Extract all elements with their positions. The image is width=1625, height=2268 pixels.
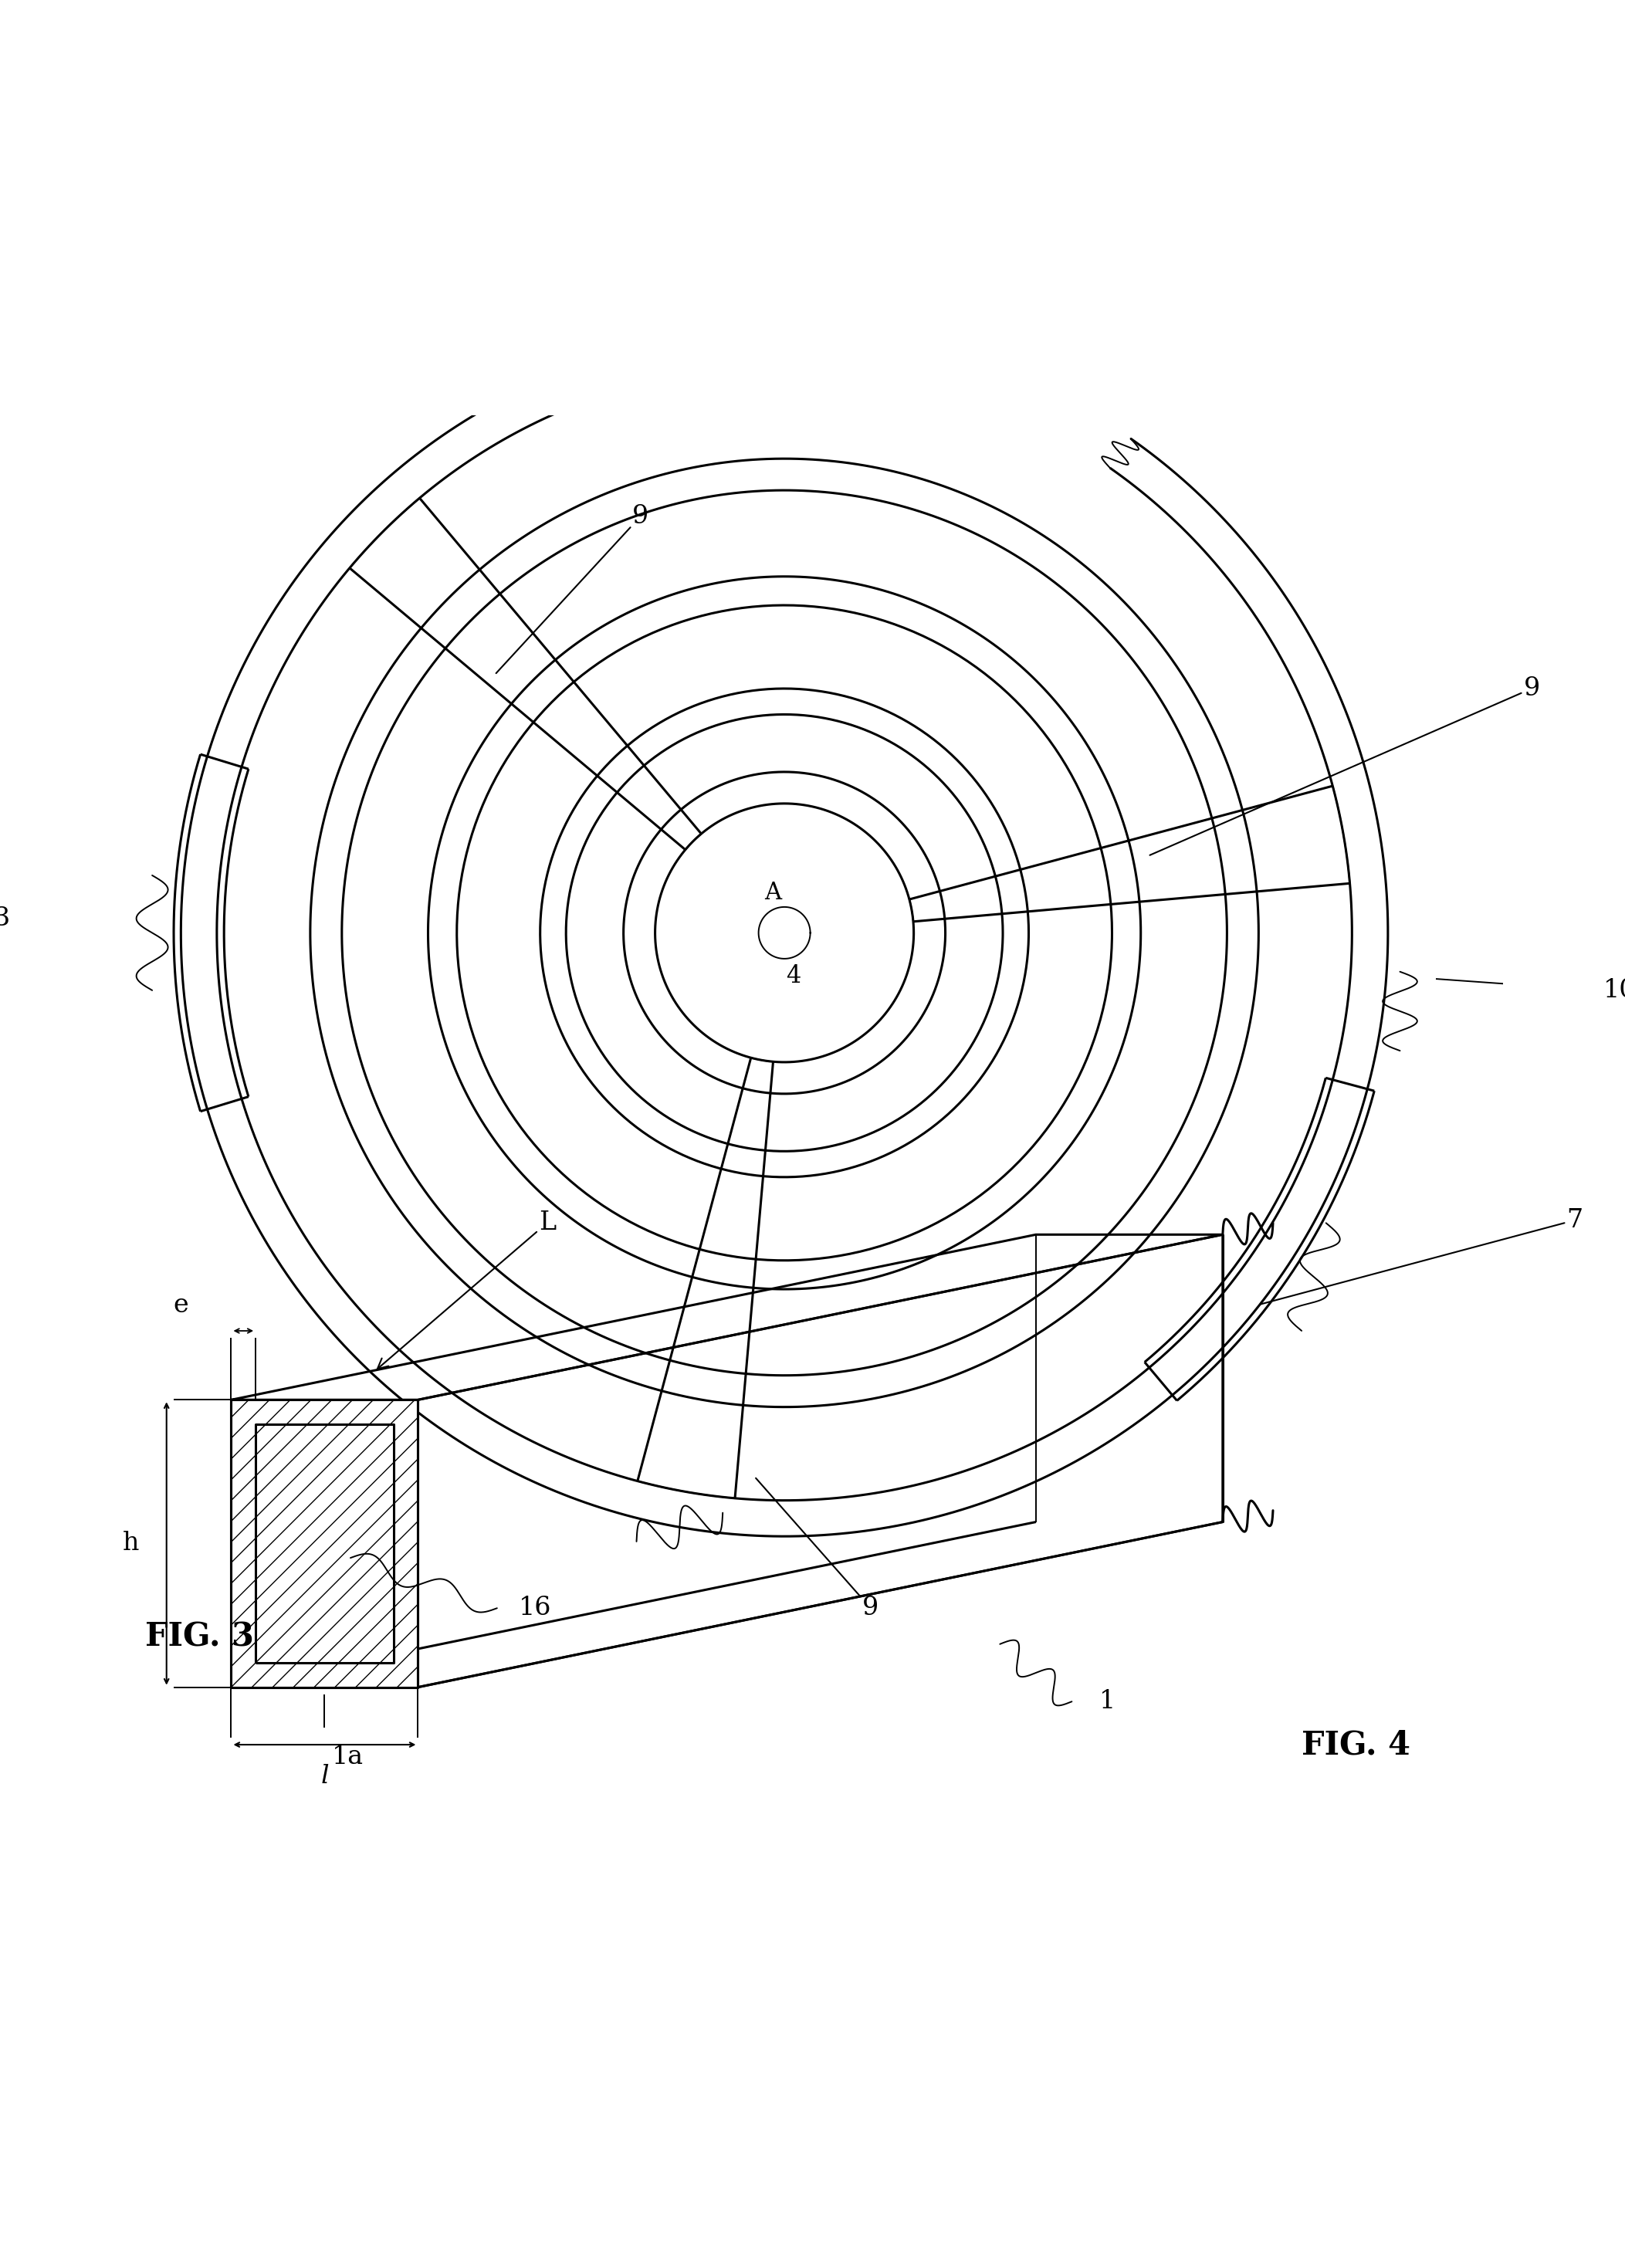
Text: 1: 1: [1100, 1690, 1116, 1715]
Text: e: e: [174, 1293, 188, 1318]
Text: 7: 7: [1259, 1209, 1583, 1304]
Text: A: A: [764, 880, 782, 905]
Text: 9: 9: [756, 1479, 879, 1622]
Text: 16: 16: [518, 1597, 551, 1622]
Text: 3: 3: [0, 907, 10, 930]
Text: 10: 10: [1604, 978, 1625, 1002]
Text: FIG. 3: FIG. 3: [145, 1622, 254, 1653]
Text: 1a: 1a: [332, 1744, 364, 1769]
Text: 9: 9: [496, 503, 648, 674]
Text: FIG. 4: FIG. 4: [1302, 1728, 1410, 1760]
Text: 4: 4: [785, 964, 801, 989]
Text: h: h: [122, 1531, 138, 1556]
Polygon shape: [231, 1399, 418, 1687]
Text: l: l: [320, 1765, 328, 1789]
Text: 9: 9: [1150, 676, 1540, 855]
Polygon shape: [231, 1399, 418, 1687]
Text: L: L: [377, 1211, 556, 1370]
